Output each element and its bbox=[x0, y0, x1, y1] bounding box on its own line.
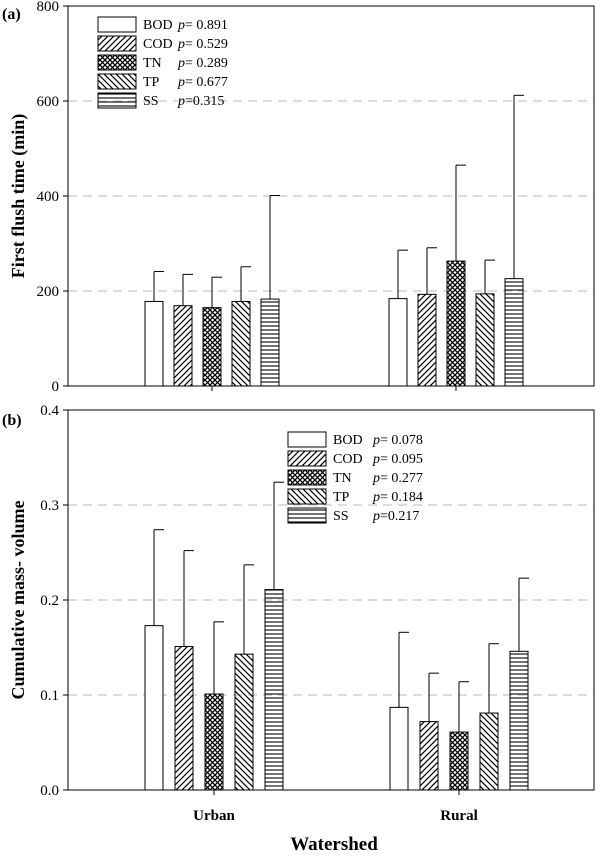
bar-cod bbox=[173, 305, 193, 387]
panel-label: (b) bbox=[2, 412, 22, 429]
bar-bod bbox=[144, 625, 164, 791]
y-axis-title: Cumulative mass- volume bbox=[8, 500, 28, 699]
legend-p-value: p= 0.289 bbox=[177, 56, 228, 71]
legend-swatch bbox=[97, 73, 137, 90]
legend-label: COD bbox=[143, 37, 173, 52]
y-tick-label: 0 bbox=[52, 379, 60, 395]
legend-label: BOD bbox=[143, 18, 173, 33]
bar-tn bbox=[446, 260, 466, 387]
bar-tp bbox=[479, 712, 499, 791]
y-tick-label: 0.0 bbox=[40, 783, 59, 799]
x-axis-title: Watershed bbox=[290, 834, 378, 855]
legend-p-value: p= 0.677 bbox=[177, 75, 228, 90]
legend-label: SS bbox=[333, 509, 349, 524]
bar-ss bbox=[264, 589, 284, 791]
legend-p-value: p= 0.095 bbox=[372, 452, 423, 467]
legend-label: TP bbox=[143, 75, 160, 90]
legend-label: BOD bbox=[333, 433, 363, 448]
panel-b-chart: 0.0 0.1 0.2 0.3 0.4 Urban Rural Cumulative mass… bbox=[2, 403, 595, 824]
bar-bod bbox=[389, 706, 409, 791]
legend-p-value: p=0.217 bbox=[372, 509, 419, 524]
legend-label: TN bbox=[143, 56, 162, 71]
legend-p-value: p= 0.277 bbox=[372, 471, 423, 486]
x-category-label: Rural bbox=[440, 808, 478, 824]
y-tick-label: 600 bbox=[37, 94, 60, 110]
y-axis-title: First flush time (min) bbox=[8, 114, 29, 278]
legend-p-value: p= 0.529 bbox=[177, 37, 228, 52]
bar-ss bbox=[260, 298, 280, 387]
y-tick-label: 0.2 bbox=[40, 593, 59, 609]
legend-swatch bbox=[287, 450, 327, 467]
y-tick-label: 0.3 bbox=[40, 498, 59, 514]
bar-cod bbox=[419, 721, 439, 791]
legend-label: TN bbox=[333, 471, 352, 486]
bar-bod bbox=[388, 298, 408, 387]
legend-swatch bbox=[287, 488, 327, 505]
y-tick-label: 800 bbox=[37, 0, 60, 15]
legend-label: COD bbox=[333, 452, 363, 467]
y-tick-label: 200 bbox=[37, 284, 60, 300]
bar-tn bbox=[449, 731, 469, 791]
bar-tp bbox=[234, 653, 254, 791]
bar-tp bbox=[231, 300, 251, 387]
bar-tn bbox=[204, 693, 224, 791]
bar-tn bbox=[202, 307, 222, 387]
legend-swatch bbox=[287, 431, 327, 448]
bar-ss bbox=[504, 278, 524, 387]
bar-bod bbox=[144, 300, 164, 387]
legend-swatch bbox=[97, 54, 137, 71]
bar-ss bbox=[509, 650, 529, 791]
legend-swatch bbox=[97, 92, 137, 109]
legend-swatch bbox=[287, 469, 327, 486]
bar-cod bbox=[417, 293, 437, 387]
legend-label: SS bbox=[143, 94, 159, 109]
legend-swatch bbox=[97, 16, 137, 33]
panel-a-chart: 0 200 400 600 800 First flush time (min) (a) BO… bbox=[2, 0, 595, 395]
legend-label: TP bbox=[333, 490, 350, 505]
legend-swatch bbox=[97, 35, 137, 52]
legend-p-value: p= 0.078 bbox=[372, 433, 423, 448]
legend-swatch bbox=[287, 507, 327, 524]
legend-p-value: p= 0.184 bbox=[372, 490, 423, 505]
y-tick-label: 0.4 bbox=[40, 403, 59, 419]
x-category-label: Urban bbox=[193, 808, 235, 824]
y-tick-label: 400 bbox=[37, 189, 60, 205]
panel-label: (a) bbox=[2, 6, 21, 23]
legend-p-value: p= 0.891 bbox=[177, 18, 228, 33]
bar-cod bbox=[174, 646, 194, 791]
y-tick-label: 0.1 bbox=[40, 688, 59, 704]
bar-tp bbox=[475, 293, 495, 387]
legend-p-value: p=0.315 bbox=[177, 94, 224, 109]
